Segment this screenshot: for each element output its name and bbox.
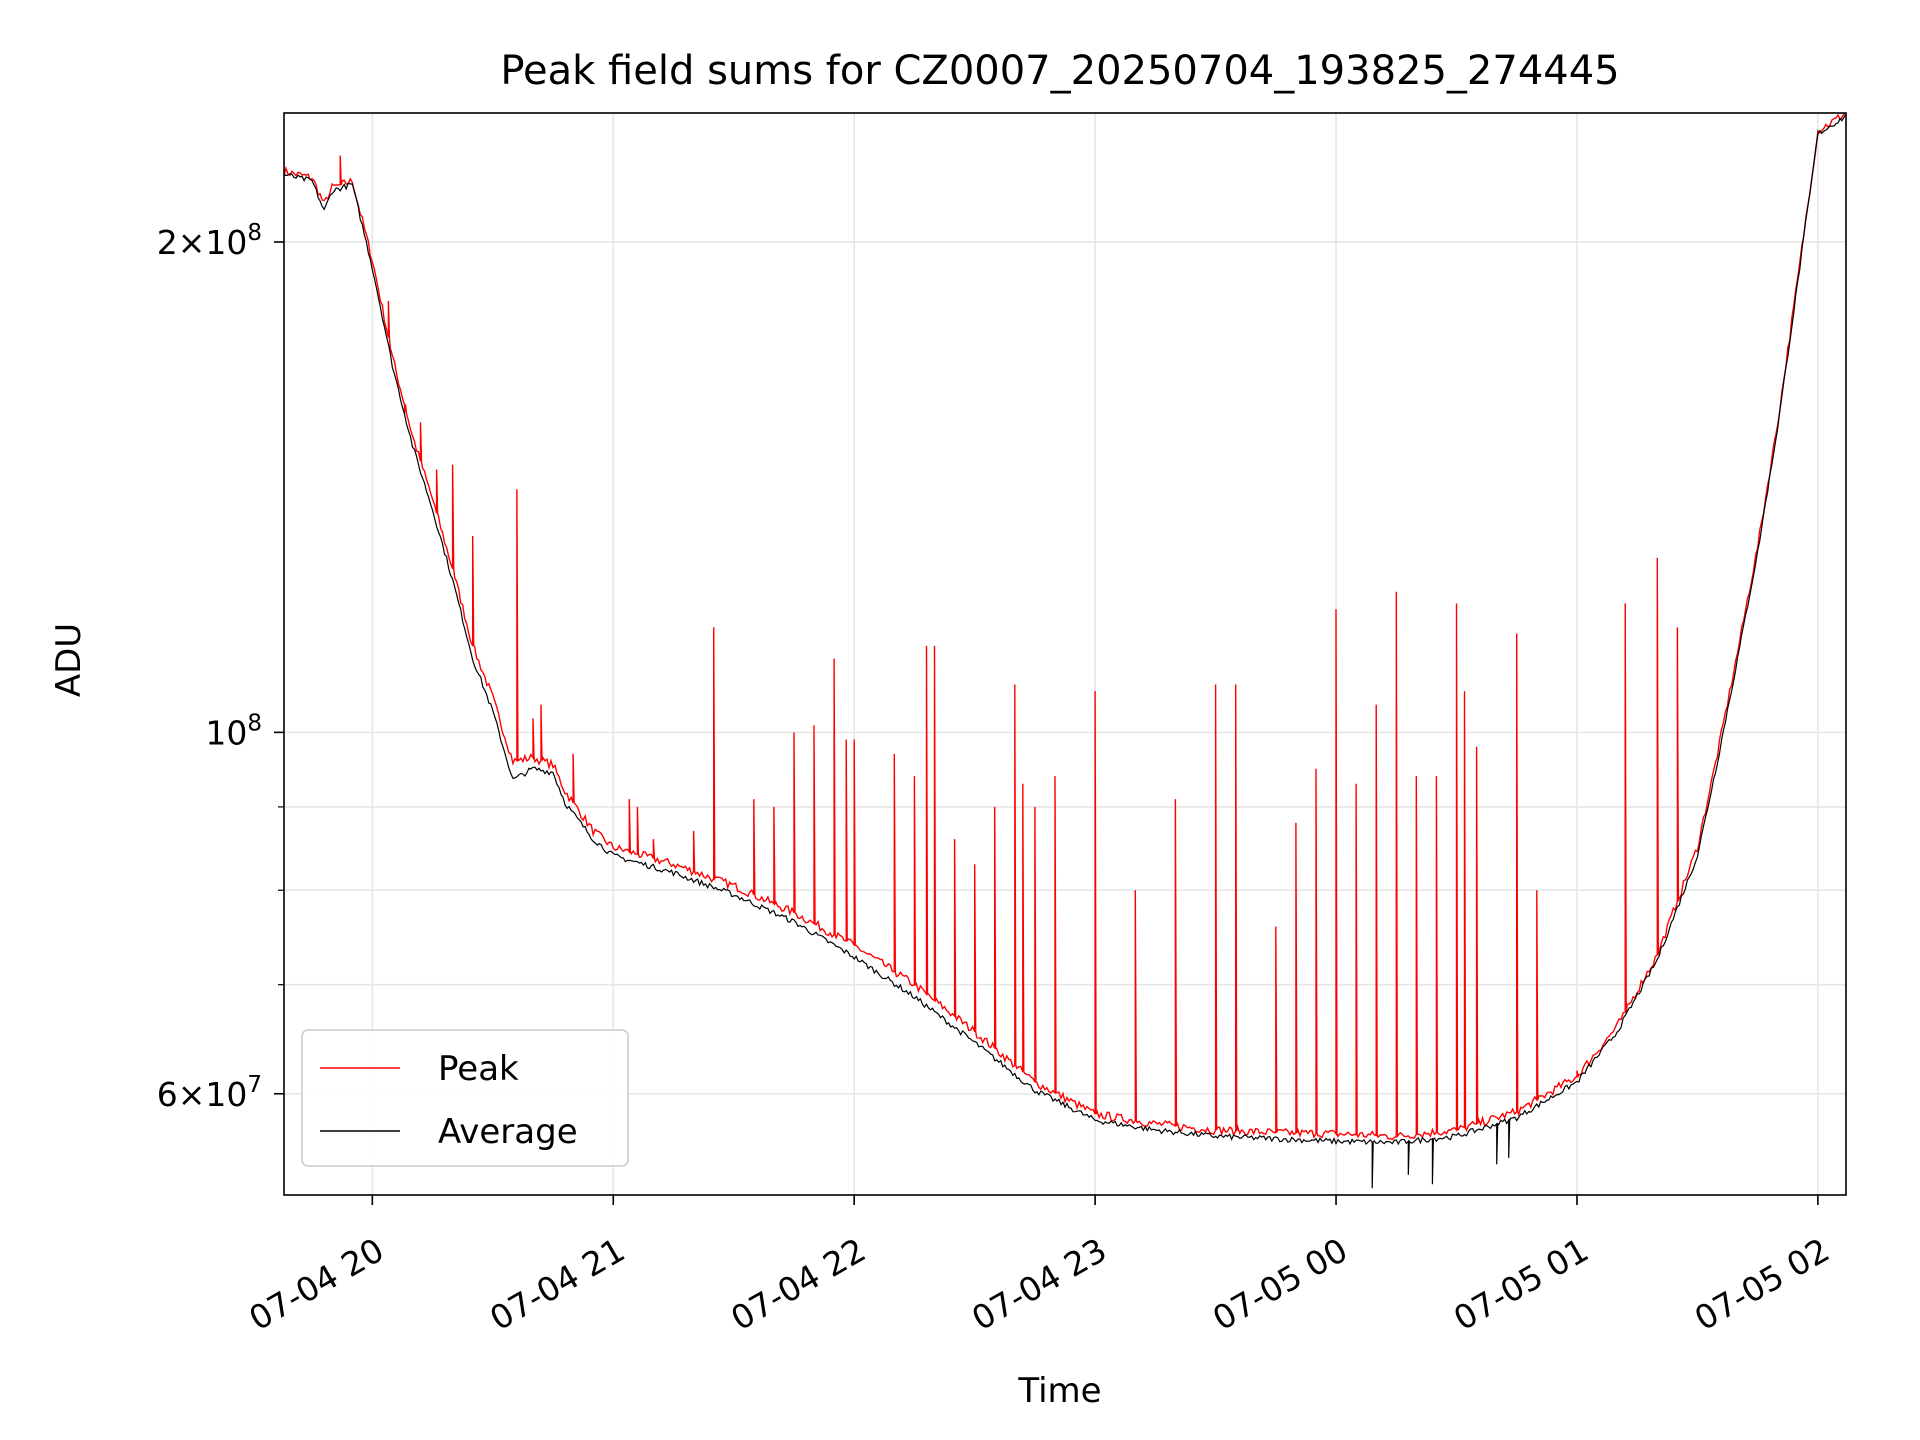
legend-box: [301, 1029, 629, 1167]
x-tick-label: 07-04 23: [965, 1230, 1113, 1338]
x-tick-label: 07-05 01: [1447, 1230, 1595, 1338]
axes-frame: [283, 112, 1847, 1196]
series-line-average: [284, 113, 1846, 1189]
legend: Peak Average: [301, 1029, 629, 1167]
x-tick-label: 07-05 02: [1688, 1230, 1836, 1338]
plot-area: [284, 113, 1846, 1189]
x-axis-label: Time: [1017, 1371, 1101, 1411]
y-axis: 6×107 108 2×108: [157, 220, 284, 1114]
chart-title: Peak field sums for CZ0007_20250704_1938…: [500, 48, 1619, 94]
series-line-peak: [284, 113, 1846, 1141]
legend-label-peak: Peak: [438, 1049, 519, 1089]
y-tick-label: 6×107: [157, 1072, 262, 1114]
x-tick-label: 07-04 22: [724, 1230, 872, 1338]
x-tick-label: 07-05 00: [1206, 1230, 1354, 1338]
x-axis: 07-04 20 07-04 21 07-04 22 07-04 23 07-05 00…: [242, 1195, 1836, 1338]
y-tick-label: 108: [205, 710, 262, 752]
y-axis-label: ADU: [49, 623, 89, 697]
legend-label-average: Average: [438, 1112, 578, 1152]
x-tick-label: 07-04 21: [483, 1230, 631, 1338]
x-tick-label: 07-04 20: [242, 1230, 390, 1338]
y-tick-label: 2×108: [157, 220, 262, 262]
